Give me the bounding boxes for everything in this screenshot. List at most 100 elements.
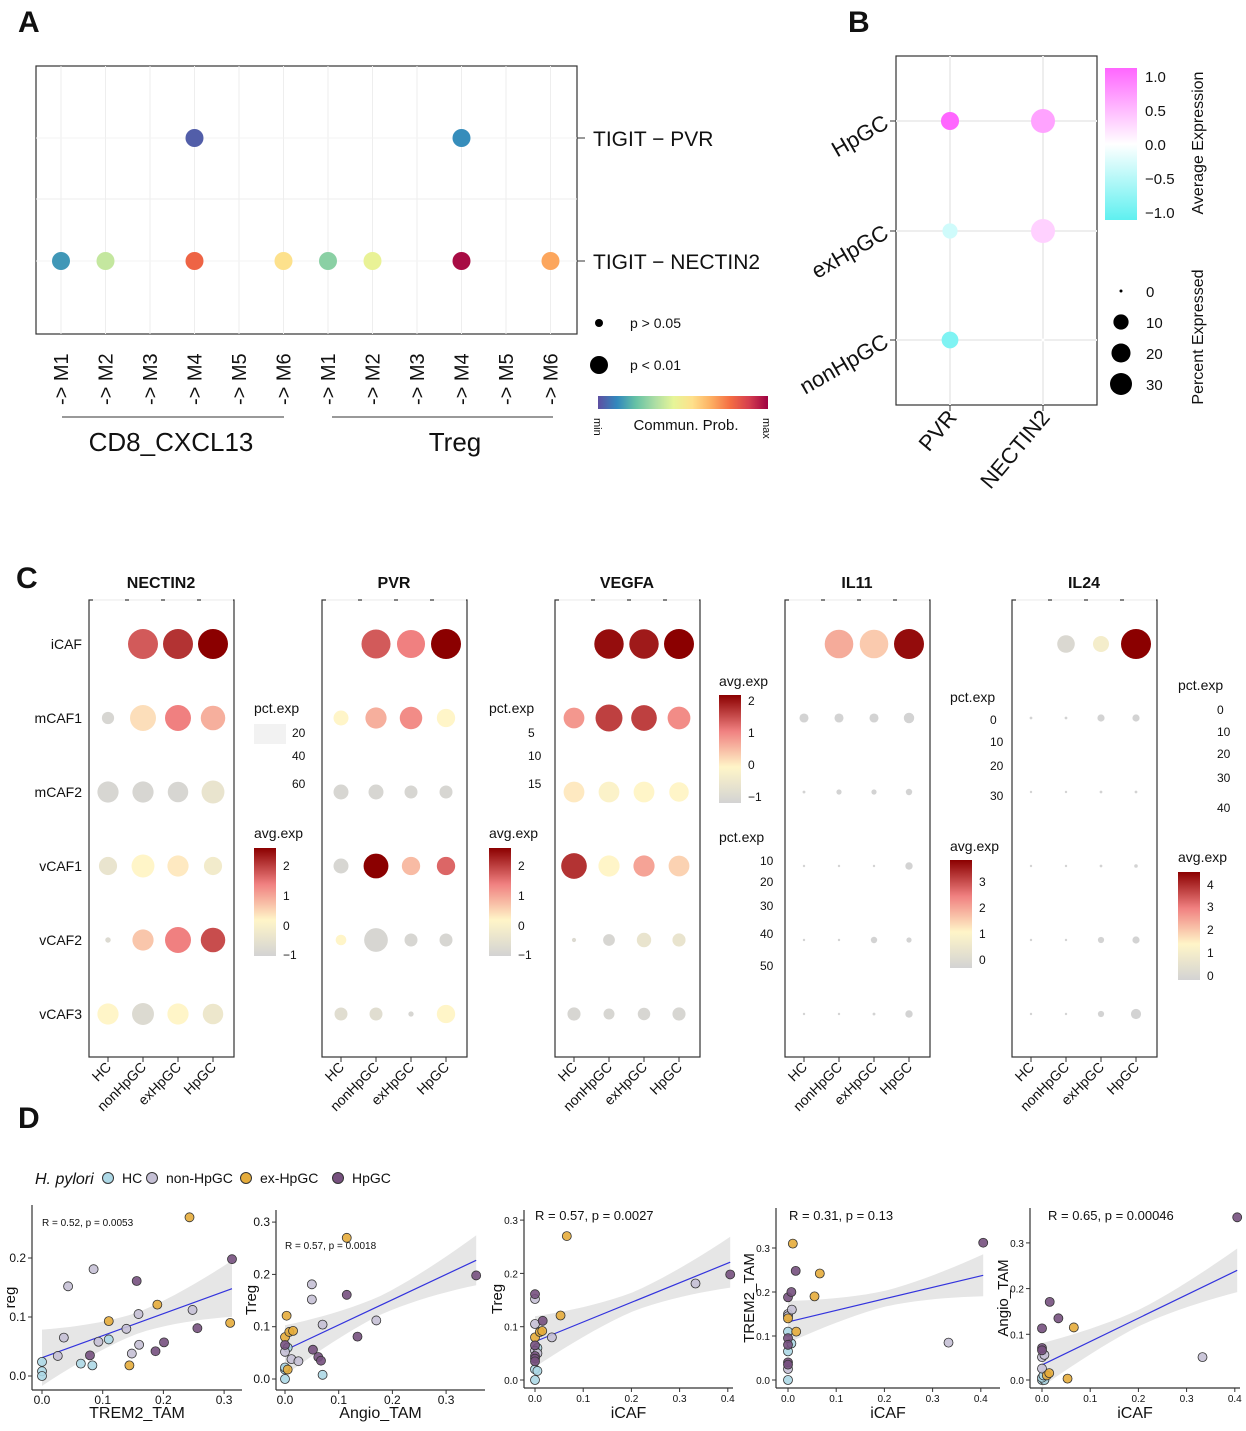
data-point-ex-hpgc (814, 1268, 825, 1279)
expression-dot (637, 1007, 651, 1021)
y-tick-label: 0.0 (504, 1376, 518, 1387)
expression-dot (399, 706, 423, 730)
data-point-hc (103, 1334, 114, 1345)
data-point-ex-hpgc (787, 1238, 798, 1249)
data-point-hpgc (783, 1339, 793, 1350)
interaction-dot (274, 252, 293, 270)
avg-exp-colorbar (254, 848, 276, 956)
pct-exp-title: pct.exp (1178, 677, 1223, 693)
data-point-ex-hpgc (1044, 1368, 1055, 1379)
pct-exp-label: 30 (990, 789, 1004, 803)
expression-dot (571, 937, 577, 943)
legend-key-hc (102, 1172, 114, 1184)
pct-exp-label: 40 (1217, 801, 1231, 815)
expression-dot (1064, 790, 1068, 794)
x-tick-label: HC (1011, 1059, 1037, 1085)
expression-dot (334, 1007, 348, 1021)
avg-exp-colorbar (1178, 872, 1200, 980)
expression-dot (594, 629, 624, 659)
expression-dot (368, 784, 384, 800)
x-tick-label: HC (784, 1059, 810, 1085)
expression-dot (595, 704, 623, 732)
expression-dot (667, 706, 691, 730)
avg-exp-title: avg.exp (719, 673, 768, 689)
avg-expression-title: Average Expression (1190, 72, 1207, 215)
panel-a: -> M1 -> M2 -> M3 -> M4 -> M5 -> M6 -> M1 -> M2… (35, 65, 772, 457)
avg-exp-label: 0 (518, 919, 525, 933)
expression-dot (363, 853, 389, 879)
data-point-ex-hpgc (124, 1360, 135, 1371)
data-point-hpgc (786, 1287, 797, 1297)
data-point-non-hpgc (786, 1304, 797, 1315)
data-point-non-hpgc (126, 1348, 137, 1359)
source-group-label: CD8_CXCL13 (89, 427, 254, 457)
pct-exp-label: 30 (760, 899, 774, 913)
source-group-label: Treg (429, 427, 482, 457)
y-tick-label: mCAF2 (35, 784, 83, 800)
panel-b: PVR NECTIN2 HpGC exHpGC nonHpGC 1.0 0.5 0.0 −0.5… (795, 55, 1207, 493)
expression-dot (629, 629, 659, 659)
data-point-hpgc (530, 1289, 540, 1300)
y-tick-label: 0.3 (1010, 1239, 1024, 1250)
x-axis-label: iCAF (870, 1405, 906, 1422)
interaction-dot (52, 252, 70, 270)
data-point-non-hpgc (943, 1337, 954, 1348)
expression-dot (837, 864, 841, 868)
data-point-hpgc (227, 1254, 237, 1265)
y-tick-label: nonHpGC (795, 329, 892, 400)
avg-exp-colorbar (950, 860, 972, 968)
expression-dot (824, 629, 854, 659)
size-legend-label: 0 (1146, 284, 1154, 301)
avg-exp-label: 0 (1207, 969, 1214, 983)
avg-exp-label: 2 (1207, 923, 1214, 937)
regression-line (284, 1259, 477, 1351)
y-tick-label: 0.2 (504, 1269, 518, 1280)
size-legend-label: 30 (1146, 377, 1163, 394)
avg-exp-label: 4 (1207, 878, 1214, 892)
x-axis-label: iCAF (1117, 1405, 1153, 1422)
size-legend-label: 10 (1146, 315, 1163, 332)
expression-dot (1064, 1012, 1068, 1016)
avg-exp-title: avg.exp (254, 825, 303, 841)
x-tick-label: -> M2 (96, 353, 118, 405)
expression-dot (1029, 1012, 1033, 1016)
x-tick-label: 0.2 (384, 1393, 401, 1407)
expression-dot (436, 856, 456, 876)
pct-exp-label: 20 (760, 875, 774, 889)
expression-dot (167, 781, 189, 803)
x-tick-label: 0.2 (155, 1393, 172, 1407)
y-tick-label: 0.1 (756, 1332, 770, 1343)
legend-title: H. pylori (35, 1171, 94, 1188)
expression-dot (869, 713, 879, 723)
expression-dot (1031, 109, 1055, 133)
data-point-ex-hpgc (555, 1310, 566, 1321)
expression-dot (837, 1012, 841, 1016)
x-tick-label: -> M6 (274, 353, 296, 405)
expression-dot (905, 1010, 913, 1018)
size-legend-dot (1119, 289, 1123, 293)
x-tick-label: -> M2 (363, 353, 385, 405)
panel-letter-b: B (848, 6, 870, 39)
y-tick-label: 0.3 (504, 1216, 518, 1227)
pct-exp-label: 20 (990, 759, 1004, 773)
plot-area-pvr (321, 599, 468, 1058)
x-tick-label: 0.3 (673, 1394, 687, 1405)
expression-dot (1132, 714, 1140, 722)
expression-dot (834, 713, 844, 723)
data-point-non-hpgc (1197, 1352, 1208, 1363)
interaction-dot (185, 129, 204, 147)
data-point-ex-hpgc (1062, 1373, 1073, 1384)
gene-title: NECTIN2 (127, 575, 196, 592)
legend-label: non-HpGC (166, 1170, 233, 1186)
expression-dot (163, 629, 193, 659)
expression-dot (1029, 864, 1033, 868)
data-point-hpgc (790, 1265, 801, 1276)
y-tick-label: vCAF3 (39, 1006, 82, 1022)
expression-dot (365, 707, 387, 729)
expression-dot (1130, 1008, 1142, 1020)
data-point-hc (317, 1369, 328, 1380)
scatter-plot-4: 0.0 0.1 0.2 0.3 0.4 0.0 0.1 0.2 0.3 iCAF TREM2_TAM… (741, 1208, 1000, 1422)
data-point-non-hpgc (546, 1332, 557, 1343)
data-point-non-hpgc (134, 1339, 145, 1350)
